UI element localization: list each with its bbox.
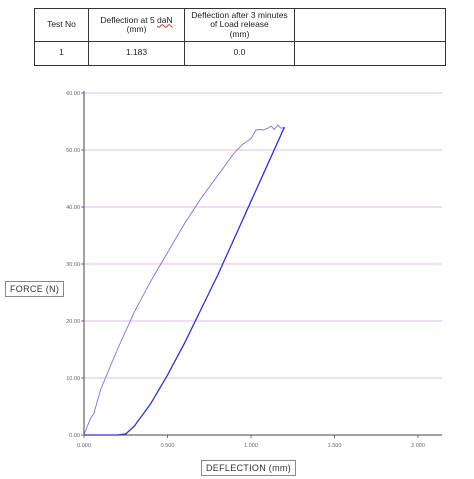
- tick-labels: 0.00 10.00 20.00 30.00 40.00 50.00 60.00 0.000 0…: [66, 91, 425, 449]
- y-tick-label: 20.00: [66, 319, 80, 325]
- header-after-release-unit: (mm): [229, 28, 250, 39]
- x-tick-label: 1.000: [244, 443, 258, 449]
- cell-deflection: 1.183: [89, 41, 185, 65]
- header-extra: [295, 9, 445, 41]
- cell-test-no: 1: [35, 41, 89, 65]
- header-after-release-text: Deflection after 3 minutes of Load relea…: [191, 9, 288, 30]
- grid-lines: [84, 92, 442, 379]
- header-after-release: Deflection after 3 minutes of Load relea…: [185, 9, 295, 41]
- y-tick-label: 60.00: [66, 91, 80, 97]
- header-test-no: Test No: [35, 9, 89, 41]
- cell-after-release: 0.0: [185, 41, 295, 65]
- y-tick-label: 30.00: [66, 262, 80, 268]
- header-deflection: Deflection at 5 daN (mm): [89, 9, 185, 41]
- table-row: 1 1.183 0.0: [35, 41, 445, 65]
- cell-extra: [295, 41, 445, 65]
- loading-curve: [83, 124, 285, 436]
- y-axis-label: FORCE (N): [5, 281, 65, 297]
- y-tick-label: 0.00: [69, 433, 80, 439]
- header-deflection-dan: daN: [157, 14, 173, 25]
- x-axis-label: DEFLECTION (mm): [201, 460, 296, 476]
- force-deflection-chart: 0.00 10.00 20.00 30.00 40.00 50.00 60.00 0.000 0…: [66, 91, 442, 449]
- series: [83, 124, 285, 436]
- header-deflection-text: Deflection at 5: [100, 14, 158, 25]
- axes: [81, 91, 442, 438]
- unloading-curve: [84, 126, 285, 436]
- table-header-row: Test No Deflection at 5 daN (mm) Deflect…: [35, 9, 445, 42]
- x-tick-label: 1.500: [328, 443, 342, 449]
- y-tick-label: 40.00: [66, 205, 80, 211]
- y-tick-label: 50.00: [66, 148, 80, 154]
- y-tick-label: 10.00: [66, 376, 80, 382]
- header-deflection-unit: (mm): [126, 24, 147, 34]
- x-tick-label: 2.000: [411, 443, 425, 449]
- x-tick-label: 0.500: [161, 443, 175, 449]
- results-table: Test No Deflection at 5 daN (mm) Deflect…: [34, 8, 446, 66]
- x-tick-label: 0.000: [77, 443, 91, 449]
